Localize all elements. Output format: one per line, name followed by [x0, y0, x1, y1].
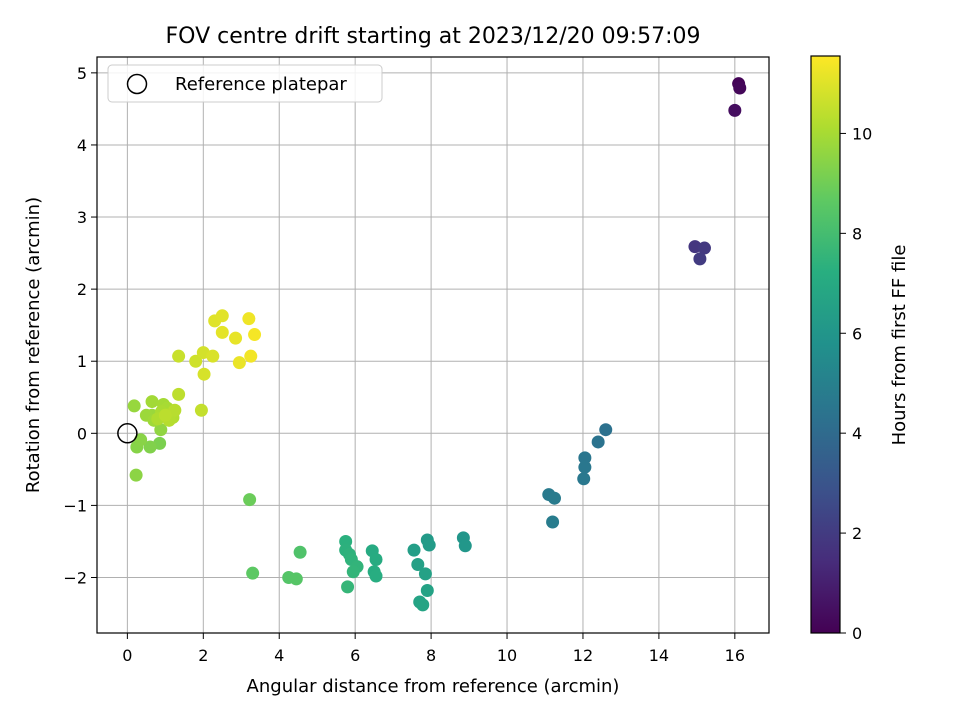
data-point: [341, 580, 355, 594]
colorbar-tick-label: 6: [852, 324, 862, 343]
data-point: [578, 460, 592, 474]
data-point: [411, 558, 425, 572]
data-point: [407, 543, 421, 557]
colorbar-tick-label: 2: [852, 524, 862, 543]
x-tick-label: 0: [122, 646, 132, 665]
x-axis-ticks: 0 2 4 6 8 10 12 14 16: [122, 633, 745, 665]
y-tick-label: 0: [77, 424, 87, 443]
x-tick-label: 10: [497, 646, 517, 665]
y-tick-label: 3: [77, 208, 87, 227]
y-tick-label: 2: [77, 280, 87, 299]
data-point: [418, 567, 432, 581]
legend-entry-reference: Reference platepar: [175, 74, 347, 95]
data-point: [154, 423, 168, 437]
data-point: [289, 572, 303, 586]
data-point: [591, 435, 605, 449]
x-axis-label: Angular distance from reference (arcmin): [247, 676, 620, 697]
data-point: [422, 538, 436, 552]
data-point: [215, 325, 229, 339]
y-tick-label: 5: [77, 64, 87, 83]
x-tick-label: 8: [426, 646, 436, 665]
data-point: [242, 312, 256, 326]
colorbar-tick-label: 4: [852, 424, 862, 443]
data-point: [127, 399, 141, 413]
x-tick-label: 4: [274, 646, 284, 665]
data-point: [244, 349, 258, 363]
data-point: [197, 367, 211, 381]
gridlines: [97, 57, 769, 633]
data-point: [232, 356, 246, 370]
x-tick-label: 2: [198, 646, 208, 665]
data-point: [599, 423, 613, 437]
colorbar-gradient: [810, 55, 841, 634]
data-point: [293, 545, 307, 559]
data-point: [578, 451, 592, 465]
data-point: [145, 395, 159, 409]
data-point: [728, 103, 742, 117]
colorbar-ticks: 0 2 4 6 8 10: [840, 124, 872, 643]
data-point: [158, 408, 172, 422]
legend-box: [107, 64, 383, 103]
x-tick-label: 14: [649, 646, 669, 665]
legend-marker-reference: [126, 73, 148, 95]
y-axis-ticks: −2 −1 0 1 2 3 4 5: [63, 64, 97, 587]
x-tick-label: 16: [725, 646, 745, 665]
data-point: [248, 328, 262, 342]
reference-platepar-marker: [117, 423, 138, 444]
colorbar-tick-label: 8: [852, 224, 862, 243]
colorbar-tick-label: 10: [852, 124, 872, 143]
data-point: [143, 440, 157, 454]
data-point: [194, 403, 208, 417]
data-point: [206, 349, 220, 363]
y-tick-label: −2: [63, 568, 87, 587]
colorbar: 0 2 4 6 8 10 Hours from first FF file: [810, 55, 910, 643]
colorbar-tick-label: 0: [852, 624, 862, 643]
data-point: [172, 387, 186, 401]
data-point: [346, 565, 360, 579]
data-point: [697, 241, 711, 255]
data-point: [693, 252, 707, 266]
y-axis-label: Rotation from reference (arcmin): [23, 197, 44, 493]
data-point: [172, 349, 186, 363]
x-tick-label: 6: [350, 646, 360, 665]
data-point: [215, 309, 229, 323]
chart-title: FOV centre drift starting at 2023/12/20 …: [166, 24, 701, 49]
legend: Reference platepar: [107, 64, 383, 103]
data-point: [733, 81, 747, 95]
data-point: [129, 468, 143, 482]
data-point: [416, 598, 430, 612]
data-point: [369, 552, 383, 566]
y-tick-label: 1: [77, 352, 87, 371]
data-point: [134, 433, 148, 447]
data-point: [577, 472, 591, 486]
y-tick-label: 4: [77, 136, 87, 155]
data-point: [546, 515, 560, 529]
plot-area-frame: [96, 56, 770, 634]
data-point: [420, 583, 434, 597]
scatter-points: [117, 77, 747, 612]
x-tick-label: 12: [573, 646, 593, 665]
data-point: [369, 569, 383, 583]
data-point: [547, 491, 561, 505]
data-point: [458, 539, 472, 553]
data-point: [229, 331, 243, 345]
y-tick-label: −1: [63, 496, 87, 515]
data-point: [246, 566, 260, 580]
colorbar-label: Hours from first FF file: [889, 245, 910, 446]
data-point: [243, 493, 257, 507]
data-point: [189, 354, 203, 368]
